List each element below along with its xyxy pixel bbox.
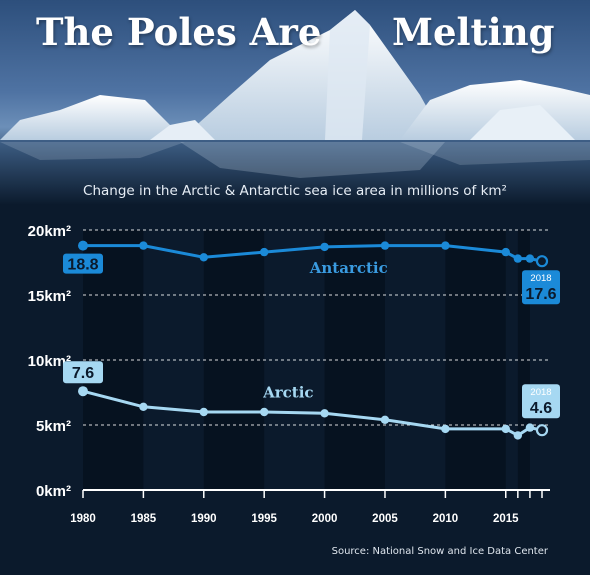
antarctic-end-badge: [522, 270, 560, 305]
arctic-end-badge: [522, 384, 560, 419]
header-banner: The Poles Are Melting: [0, 0, 590, 205]
arctic-point: [259, 407, 269, 417]
arctic-point: [78, 386, 88, 397]
antarctic-point: [501, 247, 510, 257]
antarctic-point: [139, 241, 148, 250]
antarctic-name-label: Antarctic: [309, 259, 388, 277]
x-tick-label: 2010: [433, 513, 459, 525]
y-tick-label: 15km²: [28, 288, 71, 305]
antarctic-point: [199, 253, 208, 262]
arctic-point: [525, 423, 535, 432]
arctic-point: [501, 424, 510, 434]
y-tick-label: 0km²: [36, 483, 71, 500]
chart-subtitle: Change in the Arctic & Antarctic sea ice…: [83, 183, 507, 199]
arctic-point: [513, 431, 523, 440]
antarctic-point: [259, 247, 269, 257]
arctic-point: [320, 409, 329, 418]
page-title: The Poles Are Melting: [0, 10, 590, 66]
antarctic-start-value: 18.8: [67, 257, 98, 274]
arctic-name-label: Arctic: [262, 384, 313, 402]
x-tick-label: 1995: [251, 513, 277, 525]
antarctic-point: [535, 255, 549, 268]
arctic-point: [199, 407, 208, 417]
arctic-point: [380, 415, 390, 424]
antarctic-point: [525, 254, 535, 263]
antarctic-start-badge: [63, 253, 103, 274]
x-tick-label: 1990: [191, 513, 217, 525]
antarctic-point: [441, 241, 450, 250]
antarctic-point: [513, 254, 523, 263]
title-left: The Poles Are: [36, 10, 322, 54]
arctic-end-value: 4.6: [530, 400, 552, 417]
x-tick-label: 2000: [312, 513, 338, 525]
source-note: Source: National Snow and Ice Data Cente…: [331, 546, 548, 557]
antarctic-point: [78, 240, 88, 251]
arctic-point: [139, 402, 148, 411]
arctic-end-year: 2018: [530, 387, 551, 398]
arctic-point: [535, 424, 549, 437]
antarctic-end-year: 2018: [530, 273, 551, 284]
antarctic-point: [320, 242, 329, 252]
antarctic-end-value: 17.6: [525, 286, 556, 303]
x-tick-label: 1980: [70, 513, 96, 525]
y-tick-label: 20km²: [28, 223, 71, 240]
y-tick-label: 10km²: [28, 353, 71, 370]
x-tick-label: 2015: [493, 513, 519, 525]
x-tick-label: 2005: [372, 513, 398, 525]
arctic-start-value: 7.6: [72, 365, 94, 382]
y-tick-label: 5km²: [36, 418, 71, 435]
arctic-start-badge: [63, 361, 103, 384]
iceberg-photo: [0, 10, 590, 205]
x-tick-label: 1985: [131, 513, 157, 525]
title-right: Melting: [392, 10, 555, 54]
antarctic-point: [380, 241, 390, 250]
arctic-point: [441, 424, 450, 434]
